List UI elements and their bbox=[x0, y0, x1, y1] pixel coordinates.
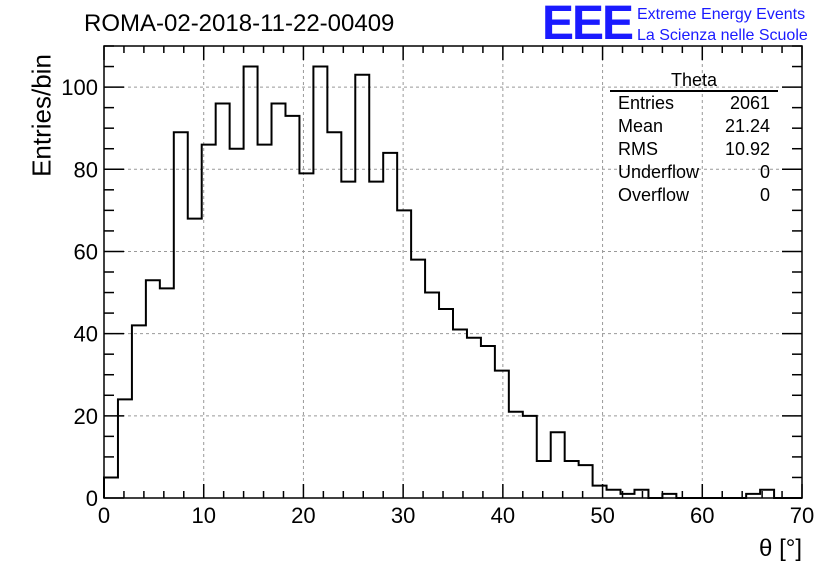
stats-label: RMS bbox=[618, 139, 658, 159]
stats-row-mean: Mean 21.24 bbox=[610, 115, 778, 138]
logo-caption-line2: La Scienza nelle Scuole bbox=[637, 27, 808, 44]
y-axis-label: Entries/bin bbox=[26, 54, 57, 177]
stats-label: Overflow bbox=[618, 185, 690, 205]
stats-value: 2061 bbox=[729, 93, 770, 113]
tick-labels: 0 10 20 30 40 50 60 70 0 20 40 60 80 100 bbox=[61, 75, 814, 528]
x-tick-label: 50 bbox=[590, 503, 614, 528]
grid-lines bbox=[104, 46, 802, 498]
stats-value: 0 bbox=[759, 185, 770, 205]
stats-label: Underflow bbox=[618, 162, 700, 182]
stats-box: Theta Entries 2061 Mean 21.24 RMS 10.92 … bbox=[610, 71, 778, 207]
y-tick-label: 20 bbox=[74, 404, 98, 429]
stats-value: 21.24 bbox=[724, 116, 770, 136]
stats-box-title: Theta bbox=[610, 71, 778, 92]
stats-row-entries: Entries 2061 bbox=[610, 92, 778, 115]
y-tick-label: 100 bbox=[61, 75, 98, 100]
x-tick-label: 20 bbox=[291, 503, 315, 528]
stats-label: Mean bbox=[618, 116, 664, 136]
stats-row-overflow: Overflow 0 bbox=[610, 184, 778, 207]
eee-logo: EEE bbox=[542, 0, 634, 50]
x-tick-label: 0 bbox=[98, 503, 110, 528]
stats-row-underflow: Underflow 0 bbox=[610, 161, 778, 184]
stats-row-rms: RMS 10.92 bbox=[610, 138, 778, 161]
logo-caption-line1: Extreme Energy Events bbox=[637, 6, 806, 23]
y-tick-label: 80 bbox=[74, 157, 98, 182]
x-tick-label: 10 bbox=[191, 503, 215, 528]
stats-value: 0 bbox=[759, 162, 770, 182]
logo-caption: Extreme Energy Events La Scienza nelle S… bbox=[637, 4, 808, 46]
y-tick-label: 0 bbox=[86, 486, 98, 511]
x-axis-label: θ [°] bbox=[759, 535, 802, 562]
stats-label: Entries bbox=[618, 93, 675, 113]
y-tick-label: 60 bbox=[74, 239, 98, 264]
stats-value: 10.92 bbox=[724, 139, 770, 159]
x-tick-label: 40 bbox=[491, 503, 515, 528]
chart-title: ROMA-02-2018-11-22-00409 bbox=[84, 10, 395, 37]
x-tick-label: 60 bbox=[690, 503, 714, 528]
x-tick-label: 30 bbox=[391, 503, 415, 528]
y-tick-label: 40 bbox=[74, 322, 98, 347]
plot-frame bbox=[103, 45, 803, 499]
x-tick-label: 70 bbox=[790, 503, 814, 528]
